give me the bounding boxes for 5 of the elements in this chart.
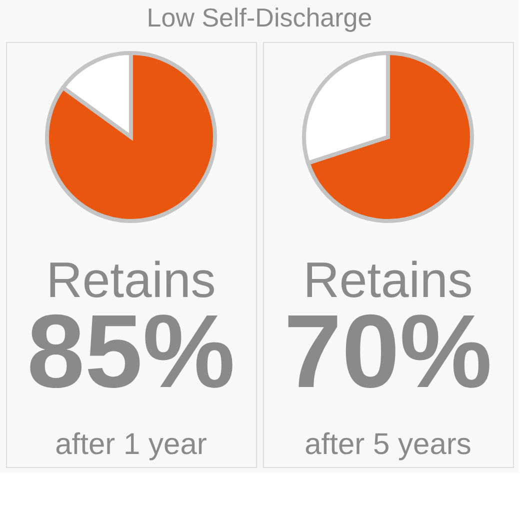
text: after 5 years <box>304 428 472 461</box>
chart-title: Low Self-Discharge <box>146 2 372 32</box>
pie-slice <box>45 51 217 223</box>
text: after 1 year <box>55 428 207 461</box>
pie-slice <box>306 51 474 223</box>
